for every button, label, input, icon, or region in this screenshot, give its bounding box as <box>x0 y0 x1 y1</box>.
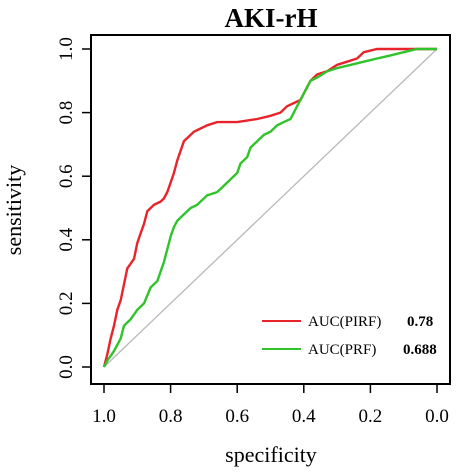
x-tick-label: 0.2 <box>359 406 383 427</box>
x-tick-label: 0.8 <box>159 406 183 427</box>
x-axis-label: specificity <box>225 442 317 467</box>
series-line-2 <box>102 47 437 368</box>
x-tick-label: 1.0 <box>92 406 116 427</box>
x-axis: 1.0 0.8 0.6 0.4 0.2 0.0 <box>92 383 449 427</box>
y-tick-label: 0.8 <box>56 101 77 125</box>
legend-auc-2: 0.688 <box>403 342 437 358</box>
series-line-1 <box>102 47 437 368</box>
y-axis: 0.0 0.2 0.4 0.6 0.8 1.0 <box>56 37 92 379</box>
reference-diagonal <box>103 48 438 368</box>
y-tick-label: 0.0 <box>56 355 77 379</box>
x-tick-label: 0.4 <box>292 406 316 427</box>
y-tick-label: 1.0 <box>56 37 77 61</box>
y-tick-label: 0.6 <box>56 164 77 188</box>
y-tick-label: 0.4 <box>56 227 77 251</box>
legend-label-1: AUC(PIRF) <box>308 314 381 330</box>
legend-auc-1: 0.78 <box>407 314 433 330</box>
x-tick-label: 0.6 <box>225 406 249 427</box>
x-tick-label: 0.0 <box>425 406 449 427</box>
y-axis-label: sensitivity <box>1 165 26 255</box>
legend-label-2: AUC(PRF) <box>308 342 376 358</box>
plot-area <box>90 34 451 385</box>
chart-title: AKI-rH <box>225 3 318 33</box>
y-tick-label: 0.2 <box>56 292 77 316</box>
series-layer <box>102 47 437 368</box>
legend: AUC(PIRF) 0.78 AUC(PRF) 0.688 <box>262 314 437 358</box>
